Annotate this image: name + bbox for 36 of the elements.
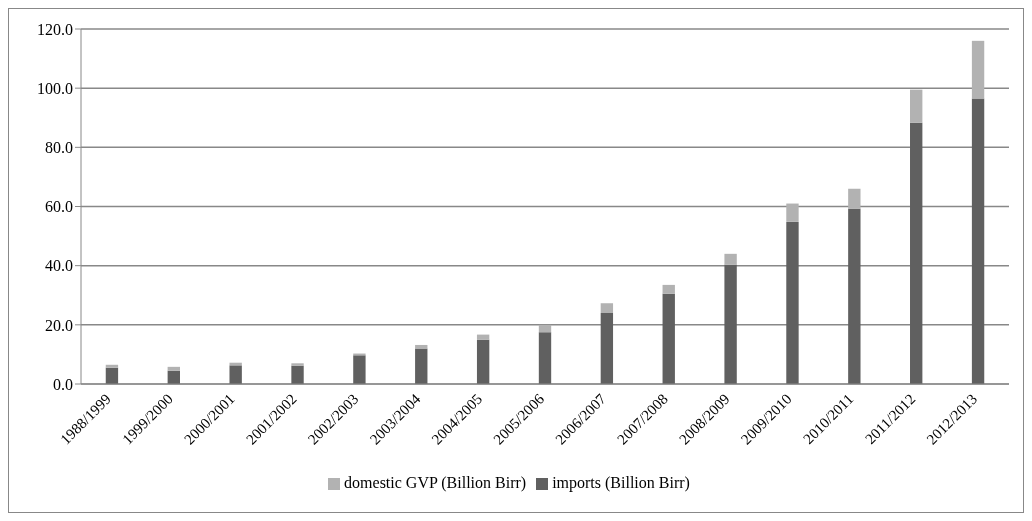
bar (538, 332, 552, 384)
legend-label: imports (Billion Birr) (552, 474, 690, 491)
bar (600, 303, 614, 313)
legend-label: domestic GVP (Billion Birr) (344, 474, 527, 491)
bar (971, 40, 985, 99)
bar (476, 339, 490, 384)
y-tick-label: 0.0 (53, 375, 73, 393)
bar (724, 264, 737, 384)
bar (291, 365, 304, 384)
bar (353, 355, 366, 384)
bar (662, 284, 675, 294)
bar (600, 313, 614, 384)
bar (415, 344, 428, 349)
y-tick-label: 40.0 (45, 257, 73, 275)
bar (971, 98, 985, 384)
bar (848, 188, 861, 209)
bar (662, 293, 675, 384)
bar (105, 367, 119, 384)
y-tick-label: 20.0 (45, 316, 73, 334)
y-tick-label: 100.0 (37, 79, 73, 97)
bar (910, 89, 923, 123)
y-tick-label: 60.0 (45, 198, 73, 216)
bar (476, 334, 490, 340)
bar (291, 363, 304, 366)
y-tick-label: 80.0 (45, 139, 73, 157)
y-tick-label: 120.0 (37, 20, 73, 38)
bar (786, 221, 799, 384)
bar (167, 366, 180, 371)
bar (415, 348, 428, 384)
bar (910, 122, 923, 384)
bar (538, 324, 552, 333)
bar (229, 365, 242, 384)
bar (105, 364, 119, 368)
bar (848, 208, 861, 384)
bar (724, 253, 737, 265)
bar (786, 203, 799, 222)
